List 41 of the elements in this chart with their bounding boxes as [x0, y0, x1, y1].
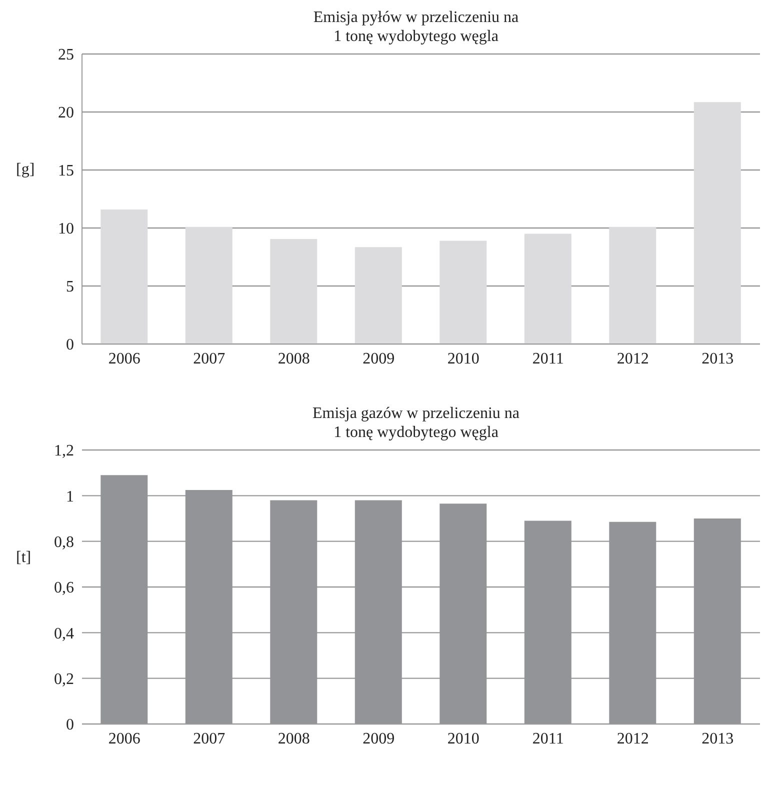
bar: [185, 226, 232, 344]
y-tick-label: 0: [66, 716, 74, 734]
y-tick-label: 0,6: [54, 580, 74, 597]
bar: [694, 102, 741, 344]
bar: [354, 247, 402, 344]
y-tick-label: 0,8: [54, 534, 74, 552]
x-tick-label: 2007: [193, 730, 226, 748]
x-tick-label: 2013: [702, 350, 734, 368]
y-tick-label: 10: [58, 220, 74, 238]
x-tick-label: 2008: [278, 350, 310, 368]
y-tick-label: 1,2: [54, 442, 74, 460]
y-tick-label: 15: [58, 162, 74, 180]
bar: [270, 239, 318, 344]
chart-title: Emisja gazów w przeliczeniu na 1 tonę wydobytego węgla: [311, 404, 521, 442]
x-tick-label: 2010: [447, 350, 480, 368]
y-tick-label: 25: [58, 46, 74, 64]
x-tick-label: 2011: [532, 730, 564, 748]
bar: [524, 234, 572, 344]
chart-title: Emisja pyłów w przeliczeniu na 1 tonę wydobytego węgla: [312, 8, 520, 46]
x-tick-label: 2010: [447, 730, 480, 748]
x-tick-label: 2011: [532, 350, 564, 368]
y-tick-label: 0,4: [54, 625, 74, 642]
bar: [100, 209, 148, 344]
x-tick-label: 2009: [362, 350, 395, 368]
bar: [440, 240, 487, 344]
y-tick-label: 1: [66, 488, 74, 506]
bar: [609, 226, 656, 344]
y-axis-title: [t]: [16, 549, 32, 567]
x-tick-label: 2008: [278, 730, 310, 748]
x-tick-label: 2006: [108, 730, 140, 748]
x-tick-label: 2012: [616, 350, 649, 368]
x-tick-label: 2007: [193, 350, 226, 368]
x-tick-label: 2009: [362, 730, 395, 748]
y-tick-label: 0: [66, 336, 74, 354]
x-tick-label: 2006: [108, 350, 140, 368]
x-tick-label: 2012: [616, 730, 649, 748]
x-tick-label: 2013: [702, 730, 734, 748]
y-tick-label: 0,2: [54, 671, 74, 688]
y-tick-label: 20: [58, 104, 74, 122]
y-tick-label: 5: [66, 278, 74, 296]
y-axis-title: [g]: [16, 161, 35, 179]
